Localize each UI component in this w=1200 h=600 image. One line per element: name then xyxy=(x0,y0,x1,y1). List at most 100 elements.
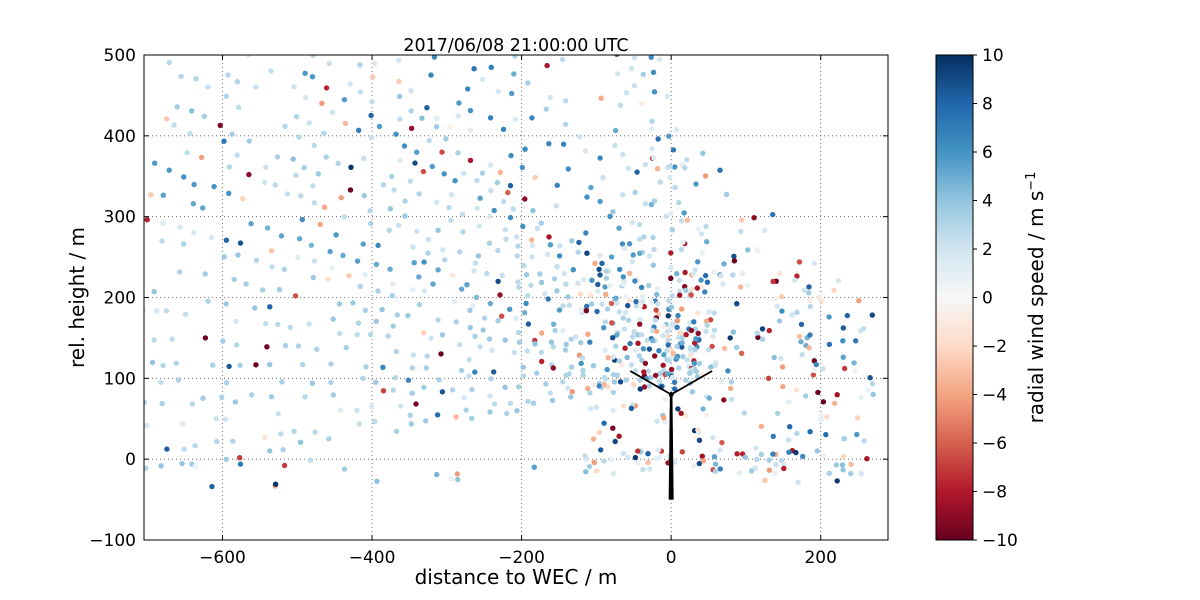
scatter-point xyxy=(191,181,197,188)
scatter-point xyxy=(620,151,626,158)
scatter-point xyxy=(674,343,680,350)
scatter-point xyxy=(671,379,678,385)
scatter-point xyxy=(491,369,497,375)
scatter-point xyxy=(438,351,444,357)
scatter-point xyxy=(603,275,610,281)
scatter-point xyxy=(806,290,812,296)
scatter-point xyxy=(741,410,747,416)
scatter-point xyxy=(223,456,229,463)
scatter-point xyxy=(698,284,705,290)
scatter-point xyxy=(309,74,316,80)
scatter-point xyxy=(515,329,522,336)
scatter-point xyxy=(307,457,314,463)
scatter-point xyxy=(601,458,607,464)
scatter-point xyxy=(181,446,187,452)
scatter-point xyxy=(597,252,603,259)
scatter-point xyxy=(593,404,600,410)
scatter-point xyxy=(665,337,671,344)
scatter-point xyxy=(670,350,676,357)
scatter-point xyxy=(734,451,740,457)
scatter-point xyxy=(237,455,243,461)
scatter-point xyxy=(532,174,538,181)
scatter-point xyxy=(421,259,427,265)
scatter-point xyxy=(610,209,616,215)
scatter-point xyxy=(524,348,530,354)
scatter-point xyxy=(217,122,223,129)
scatter-point xyxy=(604,366,610,373)
scatter-point xyxy=(563,341,569,347)
scatter-point xyxy=(428,72,434,78)
scatter-point xyxy=(841,365,848,372)
scatter-point xyxy=(585,331,591,337)
scatter-point xyxy=(563,372,569,379)
scatter-point xyxy=(610,354,616,360)
scatter-point xyxy=(301,165,307,171)
scatter-point xyxy=(544,62,550,69)
scatter-point xyxy=(834,478,840,484)
scatter-point xyxy=(539,358,545,365)
scatter-point xyxy=(424,353,430,359)
scatter-point xyxy=(158,379,164,385)
scatter-point xyxy=(610,335,616,341)
scatter-point xyxy=(368,135,375,141)
y-tick-label: −100 xyxy=(89,531,136,551)
scatter-point xyxy=(704,412,710,418)
scatter-point xyxy=(556,253,563,259)
scatter-point xyxy=(780,383,786,390)
scatter-point xyxy=(226,190,232,197)
scatter-point xyxy=(267,361,273,368)
y-tick-label: 500 xyxy=(104,46,136,66)
scatter-point xyxy=(214,438,220,445)
scatter-point xyxy=(668,250,674,256)
scatter-point xyxy=(615,71,621,77)
scatter-point xyxy=(474,177,480,184)
scatter-point xyxy=(601,381,607,388)
scatter-point xyxy=(414,149,420,155)
y-axis-label: rel. height / m xyxy=(65,227,89,368)
scatter-point xyxy=(252,305,258,311)
scatter-point xyxy=(274,154,281,160)
scatter-point xyxy=(425,236,432,243)
scatter-point xyxy=(661,415,667,421)
scatter-point xyxy=(319,100,325,107)
scatter-point xyxy=(439,149,445,155)
scatter-point xyxy=(296,134,302,140)
scatter-point xyxy=(393,428,400,434)
scatter-point xyxy=(642,360,649,367)
scatter-point xyxy=(491,401,498,407)
scatter-point xyxy=(500,126,507,132)
scatter-point xyxy=(683,332,689,338)
scatter-point xyxy=(159,238,165,244)
scatter-point xyxy=(455,476,461,483)
scatter-point xyxy=(267,448,273,454)
scatter-point xyxy=(508,152,514,159)
scatter-point xyxy=(306,120,312,126)
scatter-point xyxy=(560,141,567,147)
scatter-point xyxy=(693,181,699,187)
scatter-point xyxy=(278,233,285,239)
scatter-point xyxy=(390,387,396,393)
scatter-point xyxy=(410,287,416,293)
scatter-point xyxy=(163,308,170,314)
scatter-point xyxy=(245,55,252,58)
scatter-point xyxy=(616,433,622,439)
scatter-point xyxy=(806,345,812,351)
scatter-point xyxy=(275,321,281,328)
scatter-point xyxy=(475,253,482,259)
scatter-point xyxy=(474,205,480,211)
scatter-point xyxy=(672,184,678,191)
scatter-point xyxy=(608,254,615,260)
scatter-point xyxy=(470,303,476,309)
scatter-point xyxy=(711,454,718,460)
scatter-point xyxy=(663,213,669,219)
scatter-point xyxy=(719,439,725,446)
scatter-point xyxy=(664,356,670,363)
scatter-point xyxy=(534,225,540,232)
scatter-point xyxy=(688,327,695,334)
scatter-point xyxy=(820,453,827,459)
scatter-point xyxy=(628,65,635,72)
scatter-point xyxy=(429,163,435,170)
scatter-point xyxy=(233,318,239,325)
scatter-point xyxy=(472,369,478,375)
scatter-point xyxy=(394,312,400,318)
